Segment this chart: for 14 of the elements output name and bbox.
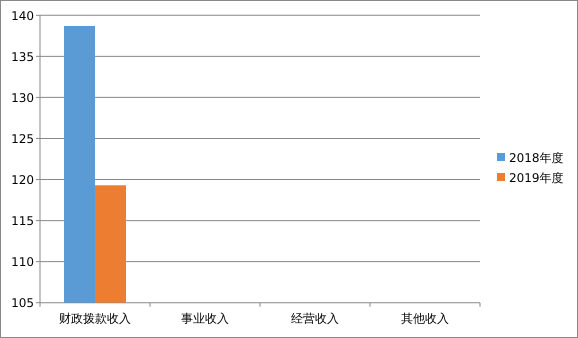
y-tick-label: 120 [11, 173, 34, 188]
legend-label: 2019年度 [509, 171, 564, 185]
y-tick-label: 135 [11, 50, 34, 64]
y-tick-label: 130 [11, 90, 34, 105]
x-tick-label: 财政拨款收入 [59, 312, 131, 326]
y-tick-label: 110 [11, 255, 34, 270]
x-tick-label: 其他收入 [401, 312, 449, 326]
y-tick-label: 115 [11, 214, 34, 228]
y-tick-label: 140 [11, 8, 34, 23]
x-tick-label: 事业收入 [181, 312, 229, 326]
y-tick-label: 105 [11, 296, 34, 310]
x-tick-label: 经营收入 [291, 312, 339, 326]
y-tick-label: 125 [11, 132, 34, 146]
legend-label: 2018年度 [509, 151, 564, 165]
